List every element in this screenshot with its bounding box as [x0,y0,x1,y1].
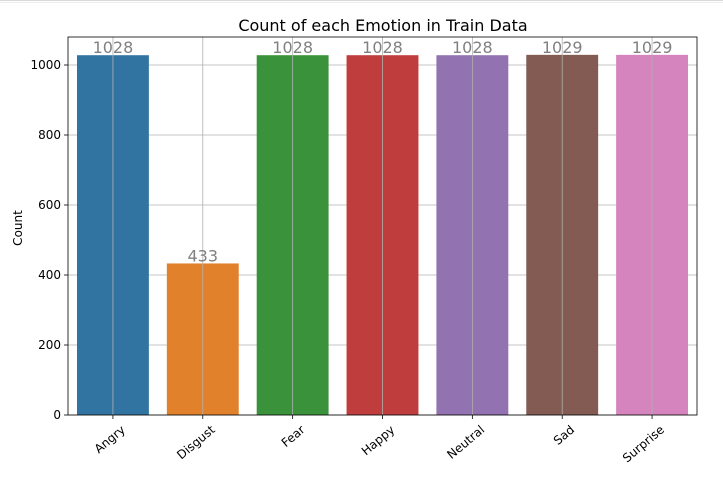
window-top-border [0,0,723,1]
x-tick-label-fear: Fear [279,423,308,450]
x-tick-label-neutral: Neutral [444,423,487,462]
y-tick-label: 600 [38,198,61,212]
y-tick-label: 800 [38,128,61,142]
data-label-disgust: 433 [188,246,219,265]
data-label-fear: 1028 [272,38,313,57]
chart-title: Count of each Emotion in Train Data [238,16,527,35]
data-label-surprise: 1029 [632,38,673,57]
data-label-neutral: 1028 [452,38,493,57]
data-label-sad: 1029 [542,38,583,57]
y-axis-label: Count [11,210,25,246]
y-tick-label: 0 [53,408,61,422]
y-tick-label: 200 [38,338,61,352]
y-tick-label: 400 [38,268,61,282]
y-tick-label: 1000 [30,58,61,72]
x-axis-ticks: Angry Disgust Fear Happy Neutral Sad Surprise [92,415,667,465]
y-axis-ticks: 0 200 400 600 800 1000 [30,58,68,422]
x-tick-label-disgust: Disgust [174,422,218,462]
window-top-border-inner [0,2,723,3]
x-tick-label-surprise: Surprise [620,423,667,466]
x-tick-label-happy: Happy [359,423,398,459]
data-label-angry: 1028 [93,38,134,57]
vertical-grid-lines [112,37,653,415]
data-label-happy: 1028 [362,38,403,57]
x-tick-label-sad: Sad [551,423,577,448]
data-labels: 1028 433 1028 1028 1028 1029 1029 [93,38,673,266]
x-tick-label-angry: Angry [92,423,128,457]
